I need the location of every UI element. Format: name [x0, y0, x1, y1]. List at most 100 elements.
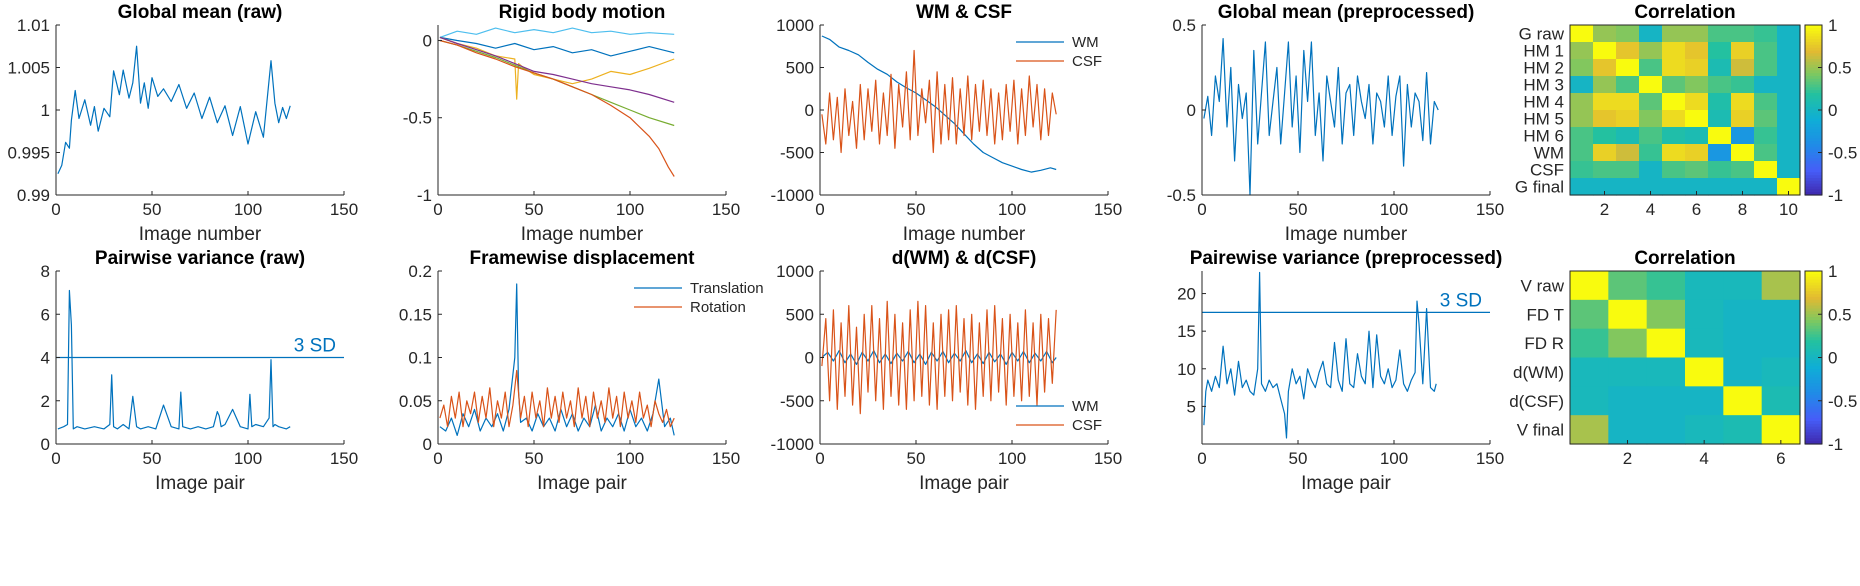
heatmap-cell	[1708, 76, 1732, 94]
colorbar-tick-label: 1	[1828, 16, 1837, 35]
heatmap-cell	[1616, 110, 1640, 128]
y-tick-label: 2	[41, 392, 50, 411]
colorbar-band	[1805, 27, 1822, 32]
colorbar-band	[1805, 166, 1822, 171]
colorbar-band	[1805, 36, 1822, 40]
heatmap-cell	[1608, 357, 1648, 387]
colorbar-band	[1805, 377, 1822, 382]
legend-label: WM	[1072, 34, 1099, 51]
panel-rigid-body-motion: Rigid body motion 0 50 100 150 -1 -0.5 0 Image n…	[403, 2, 740, 245]
y-tick-label: 0.995	[7, 144, 50, 163]
row-label: HM 4	[1523, 93, 1564, 112]
chart-title: Rigid body motion	[499, 2, 666, 23]
heatmap-cell	[1593, 76, 1617, 94]
y-tick-label: 4	[41, 349, 50, 368]
heatmap-cell	[1777, 144, 1801, 162]
colorbar-band	[1805, 56, 1822, 60]
heatmap-cell	[1708, 127, 1732, 145]
y-tick-label: -1000	[771, 435, 814, 454]
x-tick-label: 2	[1623, 449, 1632, 468]
heatmap-cell	[1570, 415, 1609, 445]
row-label: HM 5	[1523, 110, 1564, 129]
x-tick-label: 50	[907, 449, 926, 468]
x-tick-label: 6	[1776, 449, 1785, 468]
heatmap-cell	[1616, 59, 1640, 77]
x-tick-label: 100	[234, 200, 262, 219]
x-tick-label: 150	[1094, 449, 1122, 468]
heatmap-cell	[1723, 386, 1763, 416]
heatmap-cell	[1731, 127, 1755, 145]
x-tick-label: 0	[1197, 449, 1206, 468]
colorbar-band	[1805, 93, 1822, 97]
heatmap-cell	[1685, 93, 1709, 111]
heatmap-cell	[1639, 59, 1663, 77]
x-tick-label: 150	[1476, 449, 1504, 468]
colorbar-band	[1805, 389, 1822, 393]
y-tick-label: 5	[1187, 397, 1196, 416]
x-tick-label: 0	[51, 200, 60, 219]
heatmap-cell	[1639, 178, 1663, 196]
y-tick-label: 500	[786, 59, 814, 78]
colorbar-band	[1805, 163, 1822, 168]
row-label: HM 2	[1523, 59, 1564, 78]
heatmap-cell	[1646, 415, 1686, 445]
y-tick-label: 1.005	[7, 59, 50, 78]
heatmap-cell	[1608, 271, 1648, 301]
y-tick-label: 15	[1177, 322, 1196, 341]
colorbar-band	[1805, 53, 1822, 57]
heatmap-cell	[1754, 127, 1778, 145]
heatmap-cell	[1570, 271, 1609, 301]
heatmap-cell	[1685, 76, 1709, 94]
colorbar-band	[1805, 285, 1822, 289]
heatmap-cell	[1723, 271, 1763, 301]
heatmap-cell	[1639, 42, 1663, 60]
x-tick-label: 150	[1094, 200, 1122, 219]
series-line-2	[439, 36, 675, 57]
x-axis-label: Image pair	[1301, 473, 1391, 494]
y-tick-label: 8	[41, 262, 50, 281]
colorbar-band	[1805, 392, 1822, 396]
x-axis-label: Image number	[139, 224, 262, 245]
heatmap-cell	[1639, 144, 1663, 162]
colorbar-band	[1805, 172, 1822, 176]
heatmap-cell	[1662, 42, 1686, 60]
colorbar-band	[1805, 25, 1822, 29]
colorbar-band	[1805, 169, 1822, 173]
heatmap-cell	[1570, 93, 1594, 111]
heatmap-cell	[1570, 144, 1594, 162]
heatmap-cell	[1685, 328, 1724, 359]
x-axis-label: Image pair	[155, 473, 245, 494]
heatmap-cell	[1723, 415, 1763, 445]
x-tick-label: 0	[815, 449, 824, 468]
colorbar-band	[1805, 78, 1822, 83]
heatmap-cell	[1662, 144, 1686, 162]
x-tick-label: 100	[234, 449, 262, 468]
panel-correlation-bottom: Correlation V raw FD T FD R d(WM) d(CSF) V fin…	[1509, 248, 1857, 468]
heatmap-cell	[1761, 357, 1801, 387]
colorbar-band	[1805, 135, 1822, 139]
colorbar-band	[1805, 311, 1822, 315]
colorbar-band	[1805, 33, 1822, 37]
heatmap-cell	[1570, 357, 1609, 387]
colorbar-band	[1805, 50, 1822, 54]
heatmap-cell	[1761, 328, 1801, 359]
heatmap-cell	[1685, 110, 1709, 128]
row-label: d(CSF)	[1509, 392, 1564, 411]
colorbar-band	[1805, 39, 1822, 43]
y-tick-label: -500	[780, 144, 814, 163]
row-label: HM 6	[1523, 127, 1564, 146]
colorbar-band	[1805, 322, 1822, 327]
chart-title: Correlation	[1634, 2, 1735, 23]
heatmap-cell	[1685, 144, 1709, 162]
x-tick-label: 100	[616, 200, 644, 219]
x-tick-label: 4	[1646, 200, 1655, 219]
y-tick-label: 0	[805, 101, 814, 120]
row-label: G final	[1515, 178, 1564, 197]
legend-label: Translation	[690, 280, 764, 297]
heatmap-cell	[1708, 59, 1732, 77]
colorbar-band	[1805, 112, 1822, 117]
colorbar-tick-label: -1	[1828, 435, 1843, 454]
heatmap-cell	[1662, 59, 1686, 77]
colorbar-band	[1805, 409, 1822, 413]
